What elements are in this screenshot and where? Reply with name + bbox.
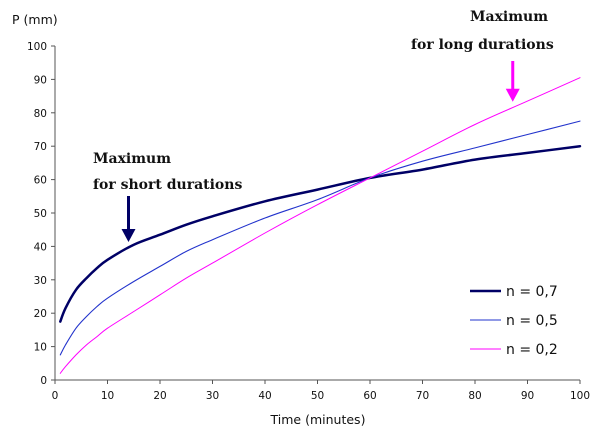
legend: n = 0,7 n = 0,5 n = 0,2 bbox=[470, 284, 558, 358]
x-tick-label: 60 bbox=[363, 390, 376, 402]
x-axis-ticks: 0 10 20 30 40 50 60 70 80 90 100 bbox=[52, 380, 590, 402]
series-group bbox=[59, 77, 582, 374]
y-tick-label: 80 bbox=[34, 108, 47, 120]
legend-label-3: n = 0,2 bbox=[506, 342, 558, 358]
y-axis-ticks: 0 10 20 30 40 50 60 70 80 90 100 bbox=[27, 41, 55, 387]
x-tick-label: 80 bbox=[468, 390, 481, 402]
y-tick-label: 20 bbox=[34, 308, 47, 320]
y-tick-label: 90 bbox=[34, 74, 47, 86]
x-tick-label: 30 bbox=[206, 390, 219, 402]
x-axis-title: Time (minutes) bbox=[270, 412, 366, 427]
series-line-3 bbox=[59, 77, 581, 374]
annotation-long-line1: Maximum bbox=[470, 9, 548, 25]
annotation-short-arrow-head bbox=[121, 229, 136, 243]
x-tick-label: 0 bbox=[52, 390, 59, 402]
series-line-1 bbox=[59, 144, 582, 323]
y-tick-label: 0 bbox=[40, 375, 47, 387]
annotation-long-line2: for long durations bbox=[411, 37, 554, 53]
annotation-short-line2: for short durations bbox=[93, 177, 242, 193]
y-tick-label: 100 bbox=[27, 41, 47, 53]
legend-label-1: n = 0,7 bbox=[506, 284, 558, 300]
x-tick-label: 20 bbox=[153, 390, 166, 402]
y-tick-label: 60 bbox=[34, 175, 47, 187]
annotation-long-arrow-head bbox=[505, 88, 520, 102]
y-tick-label: 10 bbox=[34, 342, 47, 354]
series-line-2 bbox=[59, 120, 581, 356]
annotation-short-line1: Maximum bbox=[93, 151, 171, 167]
legend-label-2: n = 0,5 bbox=[506, 313, 558, 329]
x-tick-label: 10 bbox=[101, 390, 114, 402]
y-tick-label: 30 bbox=[34, 275, 47, 287]
annotation-group: Maximum for short durations Maximum for lon… bbox=[93, 9, 554, 243]
x-tick-label: 50 bbox=[311, 390, 324, 402]
x-tick-label: 40 bbox=[258, 390, 271, 402]
x-tick-label: 90 bbox=[521, 390, 534, 402]
x-tick-label: 70 bbox=[416, 390, 429, 402]
y-tick-label: 50 bbox=[34, 208, 47, 220]
y-tick-label: 40 bbox=[34, 241, 47, 253]
y-axis-title: P (mm) bbox=[12, 12, 58, 27]
x-tick-label: 100 bbox=[570, 390, 590, 402]
y-tick-label: 70 bbox=[34, 141, 47, 153]
